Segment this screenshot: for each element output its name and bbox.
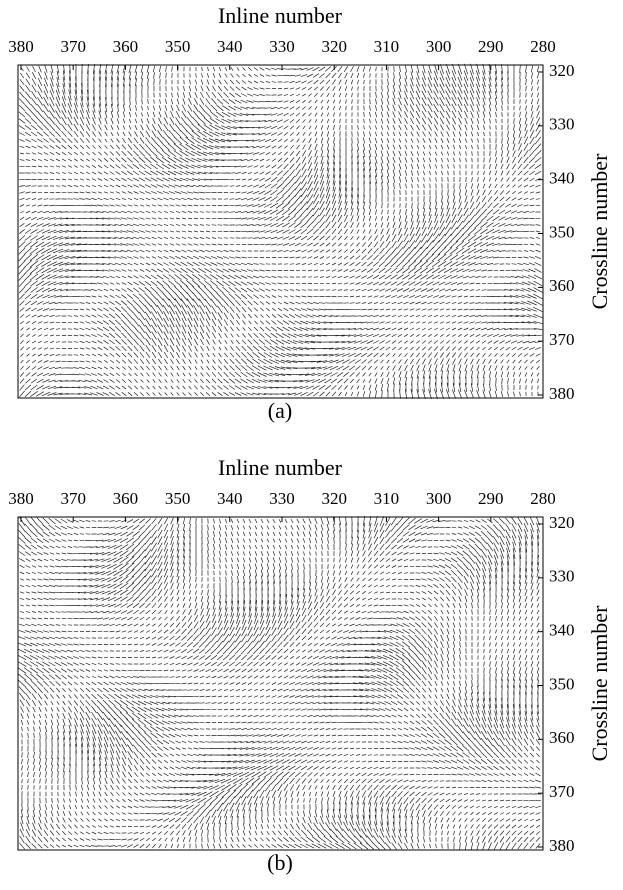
y-tick-label: 340 [549, 621, 575, 640]
y-tick-label: 330 [549, 115, 575, 134]
y-axis-label: Crossline number [587, 605, 612, 761]
plot-frame [17, 516, 544, 851]
x-tick-label: 350 [165, 489, 191, 508]
x-tick-label: 380 [8, 37, 34, 56]
y-tick-label: 320 [549, 61, 575, 80]
x-tick-label: 290 [478, 37, 504, 56]
x-tick-label: 360 [113, 489, 139, 508]
x-tick-label: 370 [60, 489, 86, 508]
x-tick-label: 310 [374, 489, 400, 508]
x-tick-label: 330 [269, 37, 295, 56]
panel-caption: (a) [268, 398, 292, 423]
x-tick-label: 330 [269, 489, 295, 508]
x-tick-label: 280 [530, 489, 556, 508]
x-tick-label: 300 [426, 37, 452, 56]
y-tick-label: 370 [549, 782, 575, 801]
panel-caption: (b) [267, 850, 293, 875]
x-tick-label: 320 [321, 489, 347, 508]
plot-frame [17, 64, 544, 399]
x-tick-label: 350 [165, 37, 191, 56]
panel-title: Inline number [218, 455, 343, 480]
panel-title: Inline number [218, 3, 343, 28]
x-tick-label: 290 [478, 489, 504, 508]
y-tick-label: 380 [549, 836, 575, 855]
x-tick-label: 360 [113, 37, 139, 56]
x-tick-label: 340 [217, 37, 243, 56]
x-tick-label: 370 [60, 37, 86, 56]
y-tick-label: 320 [549, 513, 575, 532]
y-tick-label: 380 [549, 384, 575, 403]
y-tick-label: 360 [549, 276, 575, 295]
x-tick-label: 340 [217, 489, 243, 508]
vector-field [18, 63, 543, 400]
y-tick-label: 340 [549, 169, 575, 188]
y-tick-label: 360 [549, 728, 575, 747]
x-tick-label: 310 [374, 37, 400, 56]
x-tick-label: 320 [321, 37, 347, 56]
x-tick-label: 380 [8, 489, 34, 508]
vector-field [17, 515, 542, 850]
y-tick-label: 350 [549, 222, 575, 241]
y-tick-label: 330 [549, 567, 575, 586]
x-tick-label: 280 [530, 37, 556, 56]
y-axis-label: Crossline number [587, 153, 612, 309]
y-tick-label: 370 [549, 330, 575, 349]
y-tick-label: 350 [549, 674, 575, 693]
x-tick-label: 300 [426, 489, 452, 508]
